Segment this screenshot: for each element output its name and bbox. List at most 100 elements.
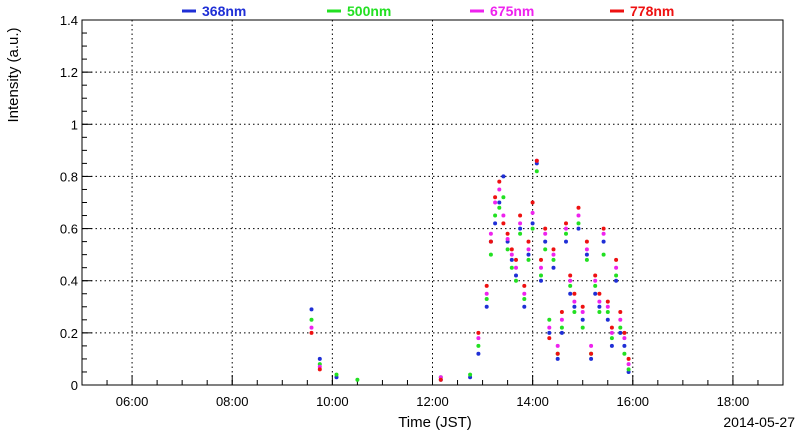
data-point-500nm bbox=[334, 372, 339, 377]
data-point-778nm bbox=[501, 221, 506, 226]
legend: 368nm 500nm 675nm 778nm bbox=[182, 3, 674, 19]
data-point-675nm bbox=[568, 278, 573, 283]
data-point-675nm bbox=[497, 187, 502, 192]
data-point-778nm bbox=[589, 351, 594, 356]
x-tick-label: 16:00 bbox=[617, 394, 650, 409]
data-point-368nm bbox=[605, 317, 610, 322]
data-point-778nm bbox=[488, 239, 493, 244]
data-point-500nm bbox=[501, 195, 506, 200]
legend-label-500nm: 500nm bbox=[347, 3, 391, 19]
data-point-778nm bbox=[605, 299, 610, 304]
x-tick-label: 12:00 bbox=[416, 394, 449, 409]
data-point-368nm bbox=[476, 351, 481, 356]
data-point-778nm bbox=[614, 257, 619, 262]
data-point-368nm bbox=[597, 304, 602, 309]
axes: 0 0.2 0.4 0.6 0.8 1 1.2 1.4 06:00 08:00 10:00 12:00… bbox=[60, 13, 784, 409]
data-point-368nm bbox=[584, 252, 589, 257]
data-point-675nm bbox=[614, 265, 619, 270]
data-point-675nm bbox=[589, 343, 594, 348]
data-point-368nm bbox=[555, 356, 560, 361]
data-point-368nm bbox=[622, 343, 627, 348]
data-point-500nm bbox=[580, 325, 585, 330]
data-point-368nm bbox=[317, 356, 322, 361]
data-point-675nm bbox=[501, 213, 506, 218]
data-point-368nm bbox=[618, 330, 623, 335]
data-point-675nm bbox=[576, 213, 581, 218]
data-point-368nm bbox=[509, 257, 514, 262]
data-point-500nm bbox=[626, 367, 631, 372]
data-point-675nm bbox=[505, 237, 510, 241]
data-point-500nm bbox=[534, 169, 539, 174]
data-point-778nm bbox=[543, 226, 548, 231]
data-point-500nm bbox=[484, 297, 489, 301]
data-point-500nm bbox=[530, 226, 535, 231]
data-point-778nm bbox=[593, 273, 598, 278]
data-point-500nm bbox=[614, 273, 619, 278]
data-point-675nm bbox=[593, 278, 598, 283]
data-point-368nm bbox=[564, 239, 568, 244]
data-point-778nm bbox=[438, 377, 443, 382]
y-tick-label: 0.6 bbox=[60, 222, 78, 237]
data-point-368nm bbox=[572, 304, 577, 309]
data-point-500nm bbox=[572, 310, 577, 314]
data-point-500nm bbox=[468, 372, 473, 377]
data-point-778nm bbox=[547, 336, 552, 341]
data-point-675nm bbox=[605, 304, 610, 309]
data-point-675nm bbox=[626, 362, 631, 367]
grid bbox=[82, 20, 783, 385]
data-point-500nm bbox=[564, 231, 568, 236]
data-point-368nm bbox=[497, 200, 502, 205]
data-point-778nm bbox=[497, 179, 502, 184]
data-point-778nm bbox=[568, 273, 573, 278]
data-point-778nm bbox=[509, 247, 514, 252]
data-point-368nm bbox=[530, 221, 535, 226]
data-point-500nm bbox=[518, 231, 523, 236]
data-point-778nm bbox=[576, 205, 581, 210]
x-tick-label: 10:00 bbox=[316, 394, 349, 409]
data-point-778nm bbox=[601, 226, 606, 231]
data-point-368nm bbox=[526, 252, 531, 257]
data-point-500nm bbox=[559, 325, 564, 330]
data-point-500nm bbox=[593, 283, 598, 288]
x-tick-label: 14:00 bbox=[516, 394, 549, 409]
data-point-368nm bbox=[518, 226, 523, 231]
data-point-368nm bbox=[580, 317, 585, 322]
data-point-675nm bbox=[522, 291, 527, 296]
data-point-368nm bbox=[614, 278, 619, 283]
data-point-368nm bbox=[576, 226, 581, 231]
data-point-778nm bbox=[534, 158, 539, 163]
data-point-368nm bbox=[559, 330, 564, 335]
data-point-778nm bbox=[493, 195, 498, 200]
data-point-500nm bbox=[543, 247, 548, 252]
data-point-675nm bbox=[622, 336, 627, 341]
data-point-368nm bbox=[568, 291, 573, 296]
data-point-368nm bbox=[522, 304, 527, 309]
data-point-368nm bbox=[514, 273, 518, 278]
data-point-500nm bbox=[547, 317, 552, 322]
legend-label-778nm: 778nm bbox=[630, 3, 674, 19]
y-tick-label: 0.8 bbox=[60, 169, 78, 184]
data-point-675nm bbox=[514, 265, 518, 270]
data-point-675nm bbox=[543, 231, 548, 236]
data-point-500nm bbox=[522, 297, 527, 301]
data-point-778nm bbox=[551, 247, 556, 252]
data-point-675nm bbox=[509, 252, 514, 257]
data-point-675nm bbox=[488, 231, 493, 236]
data-point-675nm bbox=[551, 252, 556, 257]
data-point-778nm bbox=[505, 231, 510, 236]
data-point-778nm bbox=[530, 200, 535, 205]
data-point-500nm bbox=[309, 317, 314, 322]
data-point-675nm bbox=[580, 310, 585, 314]
data-point-675nm bbox=[572, 299, 577, 304]
legend-label-368nm: 368nm bbox=[202, 3, 246, 19]
data-point-778nm bbox=[476, 330, 481, 335]
data-point-675nm bbox=[559, 317, 564, 322]
data-point-500nm bbox=[526, 257, 531, 262]
data-point-778nm bbox=[317, 367, 322, 372]
x-tick-label: 06:00 bbox=[116, 394, 149, 409]
y-axis-title: Intensity (a.u.) bbox=[5, 27, 22, 122]
data-point-778nm bbox=[518, 213, 523, 218]
data-point-675nm bbox=[530, 210, 535, 215]
data-point-500nm bbox=[568, 283, 573, 288]
